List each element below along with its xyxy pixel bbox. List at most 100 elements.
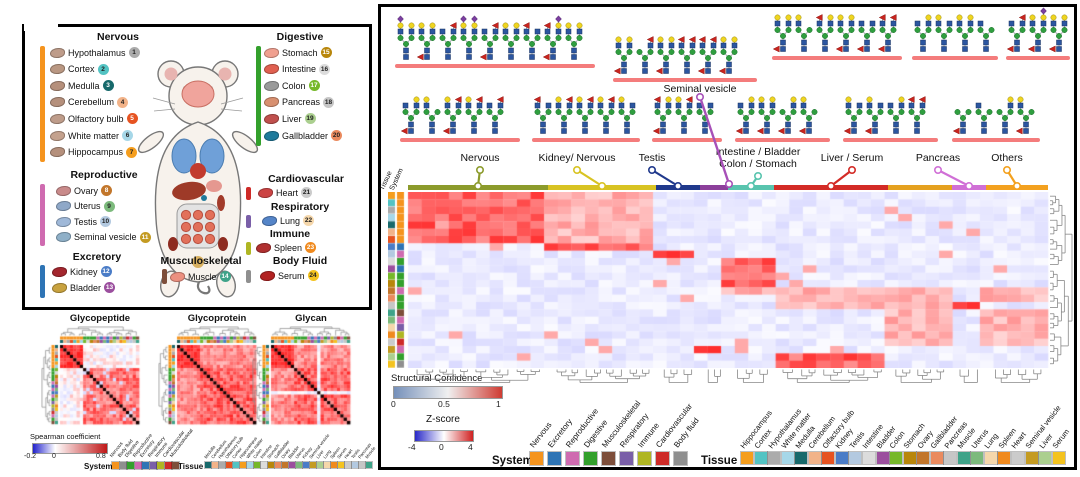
- system-color-bar: [40, 46, 45, 162]
- corr-system-legend-swatch: [111, 461, 120, 470]
- corr-tissue-legend-swatch: [281, 461, 289, 469]
- tissue-number-badge: 6: [122, 130, 134, 141]
- main-system-legend-swatch: [583, 451, 598, 466]
- tissue-item-seminal-vesicle: Seminal vesicle 11: [56, 231, 151, 244]
- tissue-item-pancreas: Pancreas 18: [264, 96, 335, 109]
- main-system-legend-swatch: [655, 451, 670, 466]
- tissue-item-label: Seminal vesicle: [74, 232, 137, 243]
- muscle-organ-icon: [170, 271, 185, 282]
- main-system-legend-swatch: [547, 451, 562, 466]
- corr-tissue-legend-swatch: [351, 461, 359, 469]
- tissue-item-medulla: Medulla 3: [50, 79, 114, 92]
- corr-tissue-legend-swatch: [218, 461, 226, 469]
- tissue-item-intestine: Intestine 16: [264, 63, 331, 76]
- pancreas-organ-icon: [264, 97, 279, 108]
- main-tissue-legend-swatch: [916, 451, 931, 465]
- main-tissue-legend-swatch: [956, 451, 971, 465]
- zscore-tick-min: -4: [408, 442, 416, 452]
- spearman-tick-max: 0.8: [96, 453, 106, 460]
- seminal-vesicle-callout: Seminal vesicle: [663, 83, 737, 95]
- spearman-tick-min: -0.2: [24, 453, 37, 460]
- main-tissue-legend-swatch: [861, 451, 876, 465]
- corr-tissue-legend-swatch: [204, 461, 212, 469]
- cluster-label-line: Pancreas: [915, 152, 961, 164]
- tissue-item-label: Hypothalamus: [68, 47, 126, 58]
- zscore-colorbar: [414, 430, 474, 442]
- main-tissue-legend-swatch: [848, 451, 863, 465]
- tissue-item-hippocampus: Hippocampus 7: [50, 146, 138, 159]
- tissue-item-label: Ovary: [74, 185, 99, 196]
- corr-tissue-legend-swatch: [302, 461, 310, 469]
- cluster-label-line: Nervous: [460, 152, 500, 164]
- tissue-item-ovary: Ovary 8: [56, 184, 113, 197]
- tissue-item-label: Uterus: [74, 201, 101, 212]
- system-header-body-fluid: Body Fluid: [272, 255, 328, 267]
- system-color-bar: [246, 270, 251, 283]
- liver-organ-icon: [264, 113, 279, 124]
- intestine-organ-icon: [264, 64, 279, 75]
- tissue-number-badge: 12: [100, 266, 112, 277]
- corr-tissue-legend-swatch: [344, 461, 352, 469]
- tissue-item-label: Intestine: [282, 64, 317, 75]
- corr-system-legend-swatch: [156, 461, 165, 470]
- zscore-heatmap: [388, 192, 1050, 368]
- testis-organ-icon: [56, 216, 71, 227]
- main-tissue-legend-swatch: [875, 451, 890, 465]
- corr-tissue-legend-swatch: [295, 461, 303, 469]
- corr-system-legend-swatch: [171, 461, 180, 470]
- zscore-tick-zero: 0: [439, 442, 444, 452]
- tissue-number-badge: 11: [139, 231, 151, 243]
- tissue-number-badge: 7: [126, 146, 138, 158]
- tissue-item-label: Hippocampus: [68, 147, 124, 158]
- structural-confidence-tick-1: 1: [496, 399, 501, 409]
- tissue-item-liver: Liver 19: [264, 112, 316, 125]
- corr-tissue-legend-swatch: [274, 461, 282, 469]
- tissue-item-label: White matter: [68, 130, 120, 141]
- corr-tissue-legend-swatch: [323, 461, 331, 469]
- main-tissue-legend-title: Tissue: [701, 455, 738, 467]
- system-color-bar: [246, 187, 251, 200]
- system-color-bar: [246, 242, 251, 255]
- white-matter-organ-icon: [50, 130, 65, 141]
- cluster-strip-segment: [952, 185, 986, 190]
- tissue-item-cortex: Cortex 2: [50, 63, 109, 76]
- tissue-item-label: Muscle: [188, 271, 217, 282]
- main-tissue-legend-swatch: [929, 451, 944, 465]
- tissue-number-badge: 19: [304, 113, 316, 125]
- tissue-number-badge: 5: [126, 113, 138, 125]
- main-tissue-legend-swatch: [780, 451, 795, 465]
- tissue-number-badge: 23: [305, 242, 317, 253]
- hypothalamus-organ-icon: [50, 47, 65, 58]
- tissue-number-badge: 14: [219, 271, 231, 282]
- tissue-item-label: Olfactory bulb: [68, 113, 124, 124]
- tissue-item-label: Lung: [280, 215, 301, 226]
- zscore-tick-max: 4: [468, 442, 473, 452]
- corr-tissue-legend-swatch: [267, 461, 275, 469]
- corr-tissue-legend-swatch: [330, 461, 338, 469]
- tissue-item-label: Liver: [282, 113, 302, 124]
- corr-system-legend-swatch: [163, 461, 173, 470]
- main-tissue-legend-swatch: [943, 451, 958, 465]
- glycan-correlation-heatmap: [252, 326, 352, 426]
- gallbladder-organ-icon: [264, 130, 279, 141]
- zscore-title: Z-score: [426, 414, 460, 425]
- ovary-organ-icon: [56, 185, 71, 196]
- cluster-label-line: Liver / Serum: [820, 152, 884, 164]
- main-system-legend-swatch: [601, 451, 616, 466]
- tissue-item-gallbladder: Gallbladder 20: [264, 129, 343, 142]
- system-header-immune: Immune: [269, 228, 311, 240]
- main-tissue-legend-swatch: [1051, 451, 1066, 465]
- main-tissue-legend-swatch: [753, 451, 768, 465]
- corr-tissue-legend-swatch: [246, 461, 254, 469]
- tissue-item-label: Pancreas: [282, 97, 321, 108]
- tissue-item-label: Bladder: [70, 282, 102, 293]
- cluster-label-liver-serum: Liver / Serum: [821, 152, 883, 164]
- tissue-item-testis: Testis 10: [56, 215, 112, 228]
- main-system-legend-swatch: [529, 451, 544, 466]
- cortex-organ-icon: [50, 64, 65, 75]
- tissue-item-lung: Lung 22: [262, 214, 315, 227]
- cluster-label-line: Kidney/ Nervous: [538, 152, 616, 164]
- cluster-label-line: Others: [991, 152, 1023, 164]
- main-tissue-legend-swatch: [767, 451, 782, 465]
